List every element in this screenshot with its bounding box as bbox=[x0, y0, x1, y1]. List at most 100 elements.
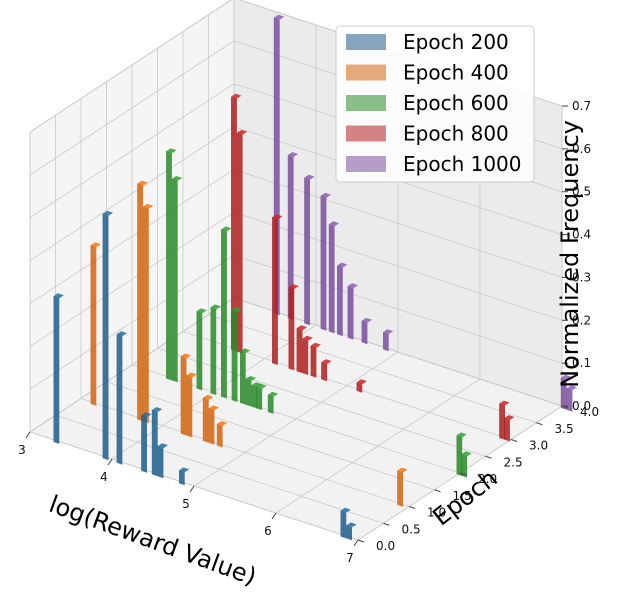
bar bbox=[202, 395, 214, 443]
bar-front bbox=[251, 385, 258, 409]
bar-front bbox=[236, 132, 243, 354]
bar-top bbox=[321, 359, 332, 365]
bar-top bbox=[337, 262, 348, 268]
y-tick-label: 0.5 bbox=[402, 522, 421, 536]
bar bbox=[310, 342, 321, 378]
bar-top bbox=[210, 304, 221, 310]
bar-front bbox=[320, 195, 327, 331]
y-tick-label: 3.5 bbox=[555, 422, 574, 436]
bar bbox=[151, 407, 163, 477]
bar-top bbox=[340, 507, 351, 513]
bar-front bbox=[328, 224, 335, 334]
bar bbox=[208, 405, 219, 445]
legend-swatch bbox=[346, 125, 386, 142]
bar bbox=[157, 443, 168, 479]
bar-front bbox=[202, 398, 209, 443]
bar-front bbox=[340, 510, 347, 539]
bar-front bbox=[216, 424, 223, 448]
bar-top bbox=[236, 129, 248, 135]
bar-front bbox=[157, 446, 164, 479]
bar-front bbox=[566, 388, 573, 412]
bar-front bbox=[267, 394, 274, 414]
bar-top bbox=[196, 308, 207, 314]
bar bbox=[397, 467, 408, 507]
x-tick-label: 7 bbox=[346, 551, 354, 565]
bar-front bbox=[499, 403, 505, 440]
y-tick-mark bbox=[434, 489, 441, 493]
bar bbox=[216, 421, 228, 448]
y-tick-mark bbox=[459, 472, 467, 476]
x-tick-mark bbox=[271, 512, 277, 520]
legend-entry: Epoch 1000 bbox=[403, 152, 522, 176]
bar-top bbox=[456, 432, 467, 438]
bar bbox=[347, 283, 359, 340]
grid-side-z bbox=[29, 169, 235, 304]
bar-top bbox=[116, 331, 127, 337]
bar bbox=[560, 374, 572, 410]
x-tick-mark bbox=[25, 431, 31, 439]
bar-top bbox=[231, 307, 243, 312]
chart-bars bbox=[53, 14, 577, 541]
bar-front bbox=[461, 454, 468, 478]
y-tick-label: 2.5 bbox=[504, 455, 523, 469]
bar bbox=[221, 226, 232, 399]
x-tick-mark bbox=[189, 485, 195, 493]
y-tick-label: 1.0 bbox=[427, 506, 446, 520]
bar-front bbox=[166, 151, 172, 381]
bar bbox=[499, 400, 510, 440]
bar-top bbox=[296, 325, 308, 331]
y-tick-label: 1.5 bbox=[453, 489, 472, 503]
bar-front bbox=[346, 525, 352, 541]
grid-floor-y bbox=[208, 314, 537, 424]
bar-top bbox=[320, 192, 331, 198]
bar-top bbox=[216, 421, 228, 426]
y-tick-mark bbox=[383, 522, 390, 526]
grid-side-z bbox=[29, 40, 235, 176]
bar bbox=[296, 325, 308, 374]
bar-top bbox=[347, 283, 359, 289]
bar-front bbox=[304, 177, 310, 326]
z-tick-label: 0.4 bbox=[572, 228, 591, 242]
bar bbox=[302, 335, 313, 375]
x-tick-mark bbox=[107, 458, 113, 466]
bar-top bbox=[202, 395, 214, 400]
bar-front bbox=[90, 245, 97, 406]
bar-front bbox=[256, 386, 263, 411]
y-tick-label: 4.0 bbox=[580, 405, 599, 419]
bar bbox=[267, 391, 279, 414]
bar bbox=[304, 174, 315, 326]
bar bbox=[102, 210, 114, 461]
bar-top bbox=[245, 376, 257, 381]
bar bbox=[245, 376, 257, 407]
bar-front bbox=[383, 332, 389, 352]
bar-top bbox=[143, 203, 154, 209]
legend-swatch bbox=[346, 64, 386, 81]
bar-top bbox=[251, 382, 262, 388]
bar bbox=[231, 307, 243, 402]
bar-front bbox=[137, 183, 144, 422]
bar-front bbox=[231, 310, 238, 402]
grid-side-z bbox=[29, 126, 235, 261]
bar-front bbox=[347, 286, 354, 340]
bar-top bbox=[240, 348, 251, 354]
bar-top bbox=[267, 391, 279, 397]
y-tick-label: 3.0 bbox=[529, 439, 548, 453]
grid-floor-y bbox=[106, 381, 435, 491]
bar-top bbox=[272, 214, 283, 220]
bar bbox=[90, 242, 101, 406]
bar bbox=[287, 152, 299, 320]
bar-top bbox=[361, 317, 372, 323]
bar-front bbox=[210, 307, 217, 395]
bar-front bbox=[180, 356, 187, 436]
z-axis-label: Normalized Frequency bbox=[556, 120, 584, 388]
bar bbox=[321, 359, 332, 382]
legend-swatch bbox=[346, 95, 386, 111]
bar-top bbox=[151, 407, 163, 412]
x-axis-label: log(Reward Value) bbox=[45, 490, 260, 591]
bar-front bbox=[560, 377, 567, 410]
x-tick-label: 5 bbox=[182, 497, 190, 511]
bar-front bbox=[456, 435, 463, 476]
grid-side-z bbox=[29, 254, 235, 390]
bar bbox=[337, 262, 348, 337]
